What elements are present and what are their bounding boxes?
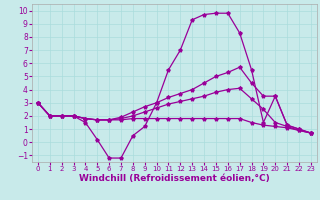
X-axis label: Windchill (Refroidissement éolien,°C): Windchill (Refroidissement éolien,°C) [79, 174, 270, 183]
